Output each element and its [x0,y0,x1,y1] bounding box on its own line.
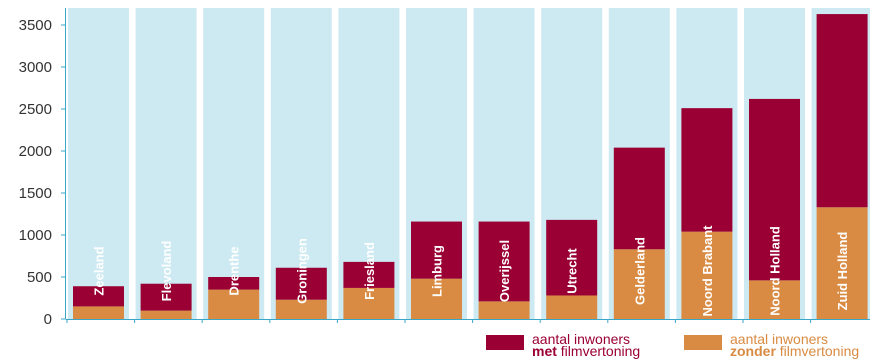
category-label: Noord Holland [768,226,783,316]
bar-segment-zonder [478,301,530,319]
y-tick-label: 1000 [19,227,52,244]
bar-segment-zonder [613,249,665,319]
category-label: Overijssel [497,240,512,302]
category-label: Zuid Holland [835,232,850,311]
legend-swatch-zonder [684,335,722,350]
y-tick-label: 2000 [19,143,52,160]
y-tick-label: 0 [44,311,52,328]
category-label: Zeeland [92,246,107,295]
column-background [135,8,197,319]
bar-segment-zonder [816,207,868,319]
column-background [203,8,265,319]
bar-segment-met [613,147,665,250]
bar-segment-met [816,14,868,208]
category-labels: Zeeland Flevoland Drenthe Groningen Frieslan… [92,225,851,317]
bar-segment-met [208,277,260,290]
category-label: Flevoland [159,241,174,302]
y-tick-label: 500 [27,269,52,286]
column-background [270,8,332,319]
bar-segment-zonder [275,299,327,319]
bar-segment-zonder [73,306,124,319]
legend-met-line2: met filmvertoning [532,343,641,359]
y-tick-label: 2500 [19,101,52,118]
bars [73,14,868,319]
y-tick-label: 1500 [19,185,52,202]
bar-segment-zonder [208,289,260,319]
bar-segment-met [343,261,395,288]
legend-swatch-met [486,335,524,350]
bar-segment-met [73,286,124,307]
category-label: Gelderland [632,237,647,305]
category-label: Limburg [430,245,445,297]
bar-segment-met [140,283,192,311]
y-tick-label: 3000 [19,59,52,76]
bar-segment-zonder [411,278,462,319]
category-label: Groningen [294,238,309,304]
category-label: Friesland [362,242,377,300]
category-label: Noord Brabant [700,225,715,317]
bar-segment-zonder [546,295,598,319]
category-label: Utrecht [565,248,580,294]
y-tick-label: 3500 [19,17,52,34]
column-background [68,8,129,319]
bar-segment-met [275,267,327,300]
bar-segment-met [478,221,530,302]
bar-segment-met [749,98,800,281]
legend-met: aantal inwoners met filmvertoning [486,331,641,359]
legend-met-line1: aantal inwoners [532,331,631,347]
bar-segment-met [546,219,598,296]
bar-segment-zonder [681,231,733,319]
axes: 0 500 1000 1500 2000 2500 3000 3500 [19,8,870,328]
legend-zonder: aantal inwoners zonder filmvertoning [684,331,860,359]
legend-zonder-line2: zonder filmvertoning [730,343,860,359]
legend-zonder-line1: aantal inwoners [730,331,829,347]
bar-segment-met [681,108,733,232]
bar-segment-zonder [343,287,395,319]
bar-segment-met [411,221,462,279]
bar-segment-zonder [140,310,192,319]
bar-segment-zonder [749,280,800,319]
category-label: Drenthe [227,246,242,295]
